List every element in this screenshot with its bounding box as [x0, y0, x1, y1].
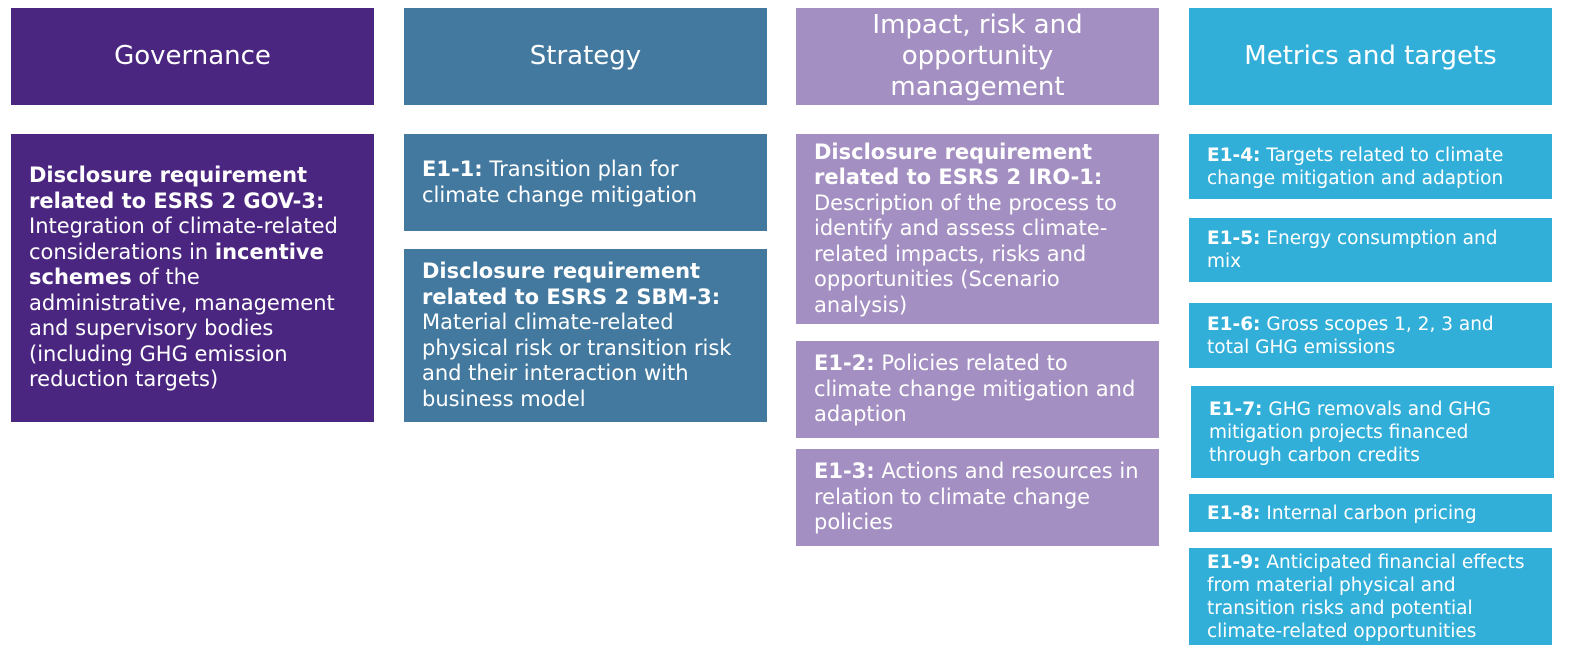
gov-3-title: Disclosure requirement related to ESRS 2…	[29, 163, 325, 213]
card-e1-9-content: E1-9: Anticipated financial effects from…	[1207, 551, 1536, 643]
e1-1-text: Transition plan for climate change mitig…	[422, 157, 698, 207]
iro-1-title: Disclosure requirement related to ESRS 2…	[814, 139, 1103, 190]
card-e1-2: E1-2: Policies related to climate change…	[796, 341, 1159, 438]
card-e1-7: E1-7: GHG removals and GHG mitigation pr…	[1191, 386, 1554, 478]
header-iro: Impact, risk and opportunity management	[796, 8, 1159, 105]
header-metrics-label: Metrics and targets	[1244, 41, 1497, 71]
e1-2-code: E1-2:	[814, 351, 875, 376]
header-governance: Governance	[11, 8, 374, 105]
card-e1-1-content: E1-1: Transition plan for climate change…	[422, 157, 751, 208]
e1-3-text: Actions and resources in relation to cli…	[814, 459, 1139, 535]
sbm-3-text: Material climate-related physical risk o…	[422, 310, 732, 411]
card-e1-9: E1-9: Anticipated financial effects from…	[1189, 548, 1552, 645]
gov-3-text-part2: of the administrative, management and su…	[29, 265, 335, 392]
gov-3-text-part1: Integration of climate-related considera…	[29, 214, 338, 264]
e1-8-text: Internal carbon pricing	[1266, 502, 1477, 524]
header-strategy-label: Strategy	[529, 41, 642, 71]
header-governance-label: Governance	[114, 41, 271, 71]
card-iro-1: Disclosure requirement related to ESRS 2…	[796, 134, 1159, 324]
card-sbm-3-content: Disclosure requirement related to ESRS 2…	[422, 259, 751, 412]
card-e1-3: E1-3: Actions and resources in relation …	[796, 449, 1159, 546]
header-strategy: Strategy	[404, 8, 767, 105]
e1-2-text: Policies related to climate change mitig…	[814, 351, 1136, 427]
gov-3-text-bold: incentive schemes	[29, 239, 324, 290]
card-e1-8-content: E1-8: Internal carbon pricing	[1207, 502, 1536, 525]
card-e1-7-content: E1-7: GHG removals and GHG mitigation pr…	[1209, 398, 1538, 467]
card-e1-2-content: E1-2: Policies related to climate change…	[814, 351, 1143, 428]
e1-7-code: E1-7:	[1209, 398, 1263, 420]
card-e1-1: E1-1: Transition plan for climate change…	[404, 134, 767, 231]
e1-7-text: GHG removals and GHG mitigation projects…	[1209, 398, 1491, 466]
card-sbm-3: Disclosure requirement related to ESRS 2…	[404, 249, 767, 422]
card-e1-6: E1-6: Gross scopes 1, 2, 3 and total GHG…	[1189, 303, 1552, 368]
card-gov-3-content: Disclosure requirement related to ESRS 2…	[29, 163, 358, 393]
e1-9-code: E1-9:	[1207, 551, 1261, 573]
card-e1-4-content: E1-4: Targets related to climate change …	[1207, 144, 1536, 190]
iro-1-text: Description of the process to identify a…	[814, 190, 1117, 317]
card-e1-5-content: E1-5: Energy consumption and mix	[1207, 227, 1536, 273]
e1-6-code: E1-6:	[1207, 313, 1261, 335]
card-e1-3-content: E1-3: Actions and resources in relation …	[814, 459, 1143, 536]
card-e1-4: E1-4: Targets related to climate change …	[1189, 134, 1552, 199]
card-e1-5: E1-5: Energy consumption and mix	[1189, 218, 1552, 282]
e1-4-text: Targets related to climate change mitiga…	[1207, 144, 1504, 189]
e1-1-code: E1-1:	[422, 157, 483, 181]
e1-9-text: Anticipated financial effects from mater…	[1207, 551, 1525, 642]
card-e1-6-content: E1-6: Gross scopes 1, 2, 3 and total GHG…	[1207, 313, 1536, 359]
header-iro-label: Impact, risk and opportunity management	[872, 10, 1083, 102]
e1-3-code: E1-3:	[814, 459, 875, 484]
e1-4-code: E1-4:	[1207, 144, 1261, 166]
card-iro-1-content: Disclosure requirement related to ESRS 2…	[814, 140, 1143, 319]
header-metrics: Metrics and targets	[1189, 8, 1552, 105]
card-e1-8: E1-8: Internal carbon pricing	[1189, 494, 1552, 532]
e1-5-code: E1-5:	[1207, 228, 1261, 249]
e1-6-text: Gross scopes 1, 2, 3 and total GHG emiss…	[1207, 313, 1494, 358]
e1-5-text: Energy consumption and mix	[1207, 228, 1498, 272]
e1-8-code: E1-8:	[1207, 502, 1261, 524]
sbm-3-title: Disclosure requirement related to ESRS 2…	[422, 259, 721, 309]
card-gov-3: Disclosure requirement related to ESRS 2…	[11, 134, 374, 422]
